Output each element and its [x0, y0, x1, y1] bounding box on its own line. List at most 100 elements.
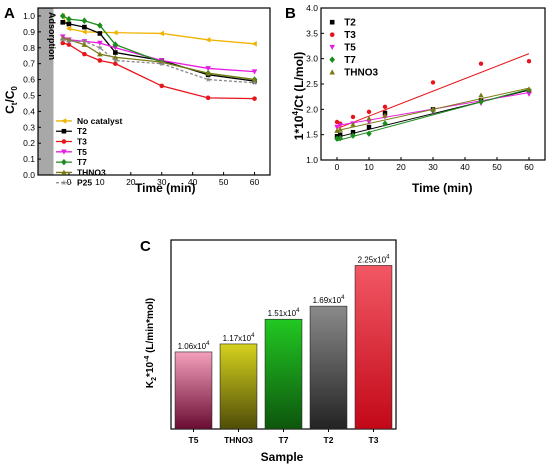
panel-b-data-point — [382, 112, 388, 118]
panel-a-data-point — [112, 45, 119, 51]
panel-a-data-point — [60, 40, 66, 46]
panel-b-data-point — [337, 123, 343, 129]
bar-t2 — [309, 305, 348, 430]
panel-a-legend-marker — [61, 149, 67, 155]
panel-a-data-point — [205, 70, 211, 76]
panel-b-y-tick-label: 2.5 — [306, 79, 318, 89]
panel-b-y-tick-label: 1.5 — [306, 130, 318, 140]
panel-b-legend-label: T5 — [344, 43, 356, 54]
panel-a-data-point — [112, 57, 119, 64]
bar-t5 — [174, 351, 213, 430]
panel-b-fit-line-t7 — [336, 88, 530, 142]
bar-value-label: 2.25x104 — [358, 254, 390, 264]
panel-b-data-point — [350, 132, 356, 139]
panel-b-data-point — [382, 104, 388, 110]
panel-b-legend-marker — [329, 56, 335, 63]
panel-a-x-tick-label: 30 — [157, 177, 167, 187]
panel-b-y-tick-label: 1.0 — [306, 155, 318, 165]
panel-b-legend-marker — [329, 44, 335, 50]
adsorption-label: Adsorption — [47, 12, 57, 60]
panel-a-series-line-t2 — [62, 21, 255, 82]
panel-b-x-tick-label: 30 — [428, 162, 438, 172]
panel-b-data-point — [382, 120, 388, 127]
panel-b-data-point — [478, 92, 484, 98]
panel-a-decay-plot: A Adsorption 0 10 20 30 40 50 60 0.0 0.1 0.2 0.3 0.4… — [3, 5, 271, 195]
panel-b-y-tick-label: 2.0 — [306, 104, 318, 114]
panel-b-data-point — [337, 135, 343, 142]
panel-a-legend-label: T2 — [77, 126, 87, 136]
panel-a-data-point — [113, 50, 118, 55]
panel-a-data-point — [252, 96, 257, 101]
panel-a-data-point — [66, 21, 72, 27]
panel-c-letter: C — [140, 238, 151, 255]
panel-b-fit-line-t3 — [336, 53, 530, 130]
panel-a-legend-marker — [61, 169, 67, 175]
panel-a-series-line-t3 — [62, 42, 255, 100]
panel-a-x-tick-label: 0 — [67, 177, 72, 187]
panel-b-data-point — [334, 124, 340, 130]
panel-b-legend-marker — [329, 32, 335, 37]
panel-a-y-tick-label: 0.1 — [23, 154, 35, 164]
panel-a-plot-area: Adsorption 0 10 20 30 40 50 60 0.0 0.1 0.2 0.3 0.4 0.… — [23, 7, 271, 188]
panel-b-data-point — [366, 109, 372, 115]
panel-b-legend-label: T7 — [344, 55, 356, 66]
panel-a-data-point — [112, 29, 118, 36]
panel-a-y-tick-label: 0.8 — [23, 43, 35, 53]
panel-b-x-tick-label: 60 — [524, 162, 534, 172]
panel-b-data-point — [350, 114, 356, 120]
panel-a-series-line-p25 — [62, 39, 255, 84]
panel-b-x-tick-label: 20 — [396, 162, 406, 172]
panel-b-data-point — [478, 61, 484, 66]
panel-b-x-tick-label: 0 — [335, 162, 340, 172]
panel-a-y-tick-label: 0.4 — [23, 106, 35, 116]
panel-a-data-point — [204, 76, 212, 83]
panel-b-data-point — [526, 91, 532, 97]
panel-a-data-point — [251, 69, 258, 75]
panel-a-data-point — [112, 54, 119, 60]
panel-a-legend-label: T3 — [77, 137, 87, 147]
panel-a-data-point — [97, 40, 103, 46]
bar-value-label: 1.69x104 — [313, 295, 345, 305]
panel-b-legend-label: T3 — [344, 30, 356, 41]
panel-a-frame — [37, 7, 271, 176]
panel-a-data-point — [158, 60, 165, 67]
panel-a-data-point — [97, 58, 103, 63]
panel-a-y-tick-label: 0.2 — [23, 138, 35, 148]
panel-a-legend-marker — [61, 118, 67, 124]
panel-a-data-point — [251, 40, 257, 47]
panel-a-data-point — [96, 44, 104, 51]
panel-a-letter: A — [4, 5, 15, 22]
panel-a-data-point — [82, 51, 87, 57]
panel-c-category-label: T7 — [279, 435, 289, 445]
panel-a-x-tick-label: 60 — [250, 177, 260, 187]
panel-b-x-axis-title: Time (min) — [412, 181, 472, 195]
panel-b-data-point — [334, 135, 340, 142]
panel-b-letter: B — [285, 5, 296, 22]
panel-c-category-label: THNO3 — [224, 435, 253, 445]
panel-a-y-tick-label: 0.5 — [23, 90, 35, 100]
bar-thno3 — [219, 343, 258, 430]
panel-b-y-tick-label: 3.0 — [306, 54, 318, 64]
adsorption-region — [38, 8, 54, 175]
panel-a-data-point — [81, 41, 88, 47]
panel-a-legend-label: P25 — [77, 178, 92, 188]
panel-a-y-tick-label: 0.7 — [23, 59, 35, 69]
panel-a-data-point — [81, 38, 88, 45]
panel-b-data-point — [366, 124, 372, 130]
panel-b-data-point — [366, 119, 372, 125]
panel-b-y-tick-label: 4.0 — [306, 3, 318, 13]
bar-value-label: 1.17x104 — [223, 333, 255, 343]
panel-a-data-point — [251, 76, 258, 82]
panel-a-legend-label: THNO3 — [77, 167, 106, 177]
panel-b-legend-marker — [329, 19, 335, 25]
panel-c-category-label: T5 — [189, 435, 199, 445]
bar-t3 — [354, 265, 393, 430]
panel-b-data-point — [350, 121, 356, 127]
panel-b-data-point — [478, 98, 484, 105]
panel-b-data-point — [350, 129, 356, 135]
panel-a-data-point — [205, 95, 211, 101]
panel-c-rate-bar-chart: C 1.06x104 T5 1.17x104 THNO3 1.51x104 T7 1.69x… — [140, 238, 397, 464]
panel-b-x-tick-label: 50 — [492, 162, 502, 172]
panel-c-x-axis-title: Sample — [261, 450, 304, 464]
